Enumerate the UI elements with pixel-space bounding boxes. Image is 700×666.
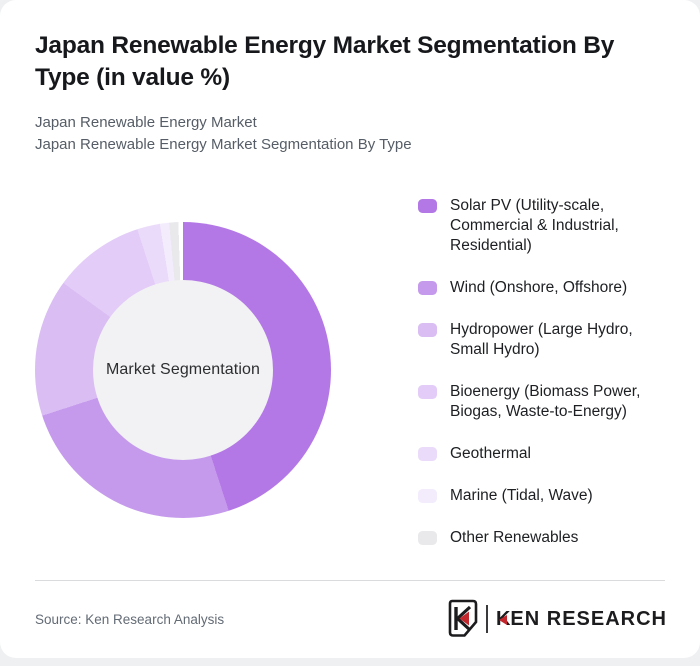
- legend-item-bioenergy: Bioenergy (Biomass Power, Biogas, Waste-…: [418, 382, 676, 422]
- ken-research-logo: K EN RESEARCH: [445, 599, 667, 639]
- legend-item-solar-pv: Solar PV (Utility-scale, Commercial & In…: [418, 196, 676, 256]
- legend-item-marine: Marine (Tidal, Wave): [418, 486, 676, 506]
- legend-label-marine: Marine (Tidal, Wave): [450, 487, 593, 504]
- footer-divider: [35, 580, 665, 581]
- legend-swatch-solar-pv: [418, 199, 437, 213]
- donut-center: Market Segmentation: [93, 280, 273, 460]
- page-title: Japan Renewable Energy Market Segmentati…: [35, 32, 615, 91]
- legend-item-hydropower: Hydropower (Large Hydro, Small Hydro): [418, 320, 676, 360]
- legend-label-bioenergy: Bioenergy (Biomass Power, Biogas, Waste-…: [450, 383, 641, 420]
- legend-item-wind: Wind (Onshore, Offshore): [418, 278, 676, 298]
- legend-swatch-bioenergy: [418, 385, 437, 399]
- legend-swatch-wind: [418, 281, 437, 295]
- logo-red-triangle-icon: [499, 615, 508, 625]
- subtitle-line-2: Japan Renewable Energy Market Segmentati…: [35, 136, 412, 153]
- legend-label-hydropower: Hydropower (Large Hydro, Small Hydro): [450, 321, 633, 358]
- logo-divider: [485, 605, 488, 633]
- legend-label-other-renewables: Other Renewables: [450, 529, 579, 546]
- legend-label-solar-pv: Solar PV (Utility-scale, Commercial & In…: [450, 197, 619, 254]
- legend-swatch-marine: [418, 489, 437, 503]
- subtitle-line-1: Japan Renewable Energy Market: [35, 114, 257, 131]
- chart-legend: Solar PV (Utility-scale, Commercial & In…: [418, 196, 676, 548]
- chart-subtitle: Japan Renewable Energy Market Japan Rene…: [35, 112, 412, 156]
- donut-center-label: Market Segmentation: [106, 361, 260, 378]
- logo-brand-rest: EN RESEARCH: [510, 607, 667, 630]
- legend-label-wind: Wind (Onshore, Offshore): [450, 279, 628, 296]
- legend-swatch-geothermal: [418, 447, 437, 461]
- logo-brand-text: K EN RESEARCH: [496, 608, 667, 631]
- legend-label-geothermal: Geothermal: [450, 445, 531, 462]
- legend-item-other-renewables: Other Renewables: [418, 528, 676, 548]
- source-text: Source: Ken Research Analysis: [35, 612, 225, 627]
- legend-item-geothermal: Geothermal: [418, 444, 676, 464]
- legend-swatch-hydropower: [418, 323, 437, 337]
- legend-swatch-other-renewables: [418, 531, 437, 545]
- ken-research-emblem-icon: [448, 599, 478, 637]
- donut-chart: Market Segmentation: [35, 222, 331, 518]
